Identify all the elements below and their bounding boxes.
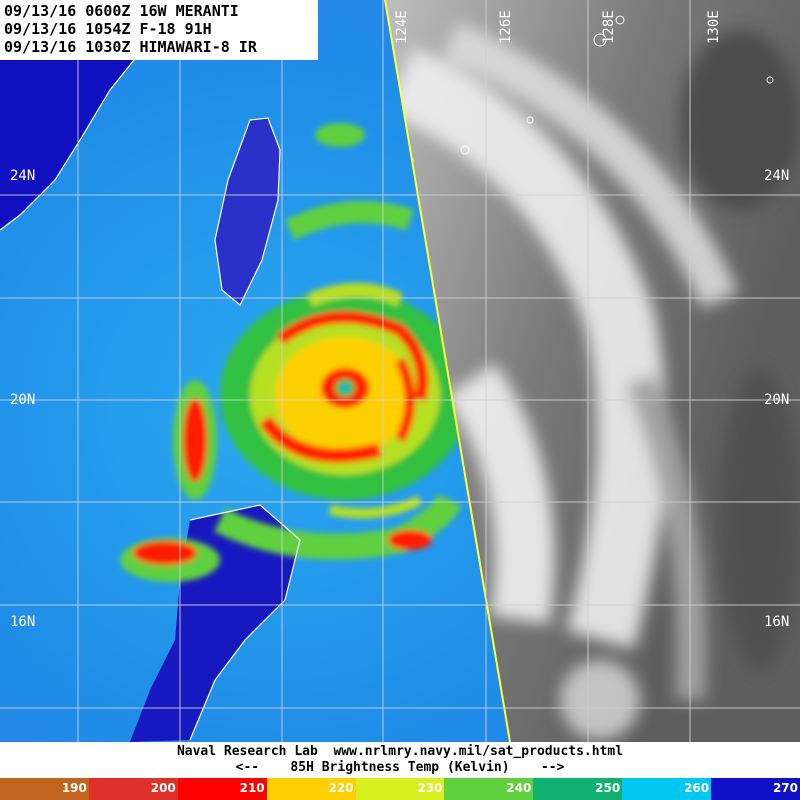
lat-label-24n: 24N (10, 168, 36, 184)
header-line-2: 09/13/16 1054Z F-18 91H (4, 20, 212, 38)
lat-label-16n-right: 16N (764, 614, 790, 630)
footer: Naval Research Lab www.nrlmry.navy.mil/s… (0, 742, 800, 778)
legend-caption: <-- 85H Brightness Temp (Kelvin) --> (235, 760, 565, 775)
satellite-map (0, 0, 800, 742)
colorbar-label: 250 (595, 781, 621, 795)
colorbar-segment: 270 (711, 778, 800, 800)
lon-label-124e: 124E (394, 10, 410, 44)
colorbar-segment: 190 (0, 778, 89, 800)
colorbar-label: 190 (61, 781, 87, 795)
lat-label-24n-right: 24N (764, 168, 790, 184)
colorbar-segment: 250 (533, 778, 623, 800)
lon-label-128e: 128E (601, 10, 617, 44)
colorbar-label: 240 (506, 781, 532, 795)
ir-cloud-bands (385, 21, 800, 740)
colorbar-segment: 220 (266, 778, 356, 800)
colorbar-segment: 210 (177, 778, 267, 800)
lon-label-130e: 130E (706, 10, 722, 44)
header-box: 09/13/16 0600Z 16W MERANTI 09/13/16 1054… (0, 0, 318, 60)
colorbar-segment: 230 (355, 778, 445, 800)
colorbar-label: 260 (684, 781, 710, 795)
lon-label-126e: 126E (498, 10, 514, 44)
header-line-1: 09/13/16 0600Z 16W MERANTI (4, 2, 239, 20)
colorbar-label: 210 (239, 781, 265, 795)
luzon-land (130, 505, 300, 742)
lat-label-16n: 16N (10, 614, 36, 630)
swath-boundary-line (384, 0, 511, 742)
lat-lon-grid (0, 0, 800, 742)
colorbar: 190 200 210 220 230 240 250 260 270 (0, 778, 800, 800)
colorbar-label: 220 (328, 781, 354, 795)
colorbar-segment: 240 (444, 778, 534, 800)
colorbar-label: 270 (772, 781, 799, 795)
lat-label-20n-right: 20N (764, 392, 790, 408)
source-credit: Naval Research Lab www.nrlmry.navy.mil/s… (176, 744, 624, 759)
taiwan-land (215, 118, 280, 305)
colorbar-label: 200 (150, 781, 176, 795)
header-line-3: 09/13/16 1030Z HIMAWARI-8 IR (4, 38, 257, 56)
colorbar-segment: 260 (622, 778, 712, 800)
lat-label-20n: 20N (10, 392, 36, 408)
colorbar-label: 230 (417, 781, 443, 795)
colorbar-segment: 200 (88, 778, 178, 800)
